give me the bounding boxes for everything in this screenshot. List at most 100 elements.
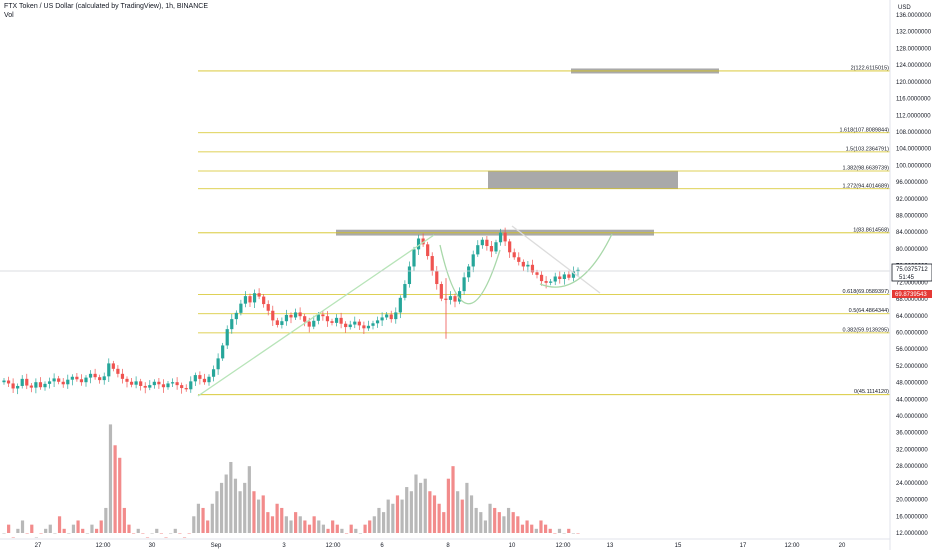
fib-label: 1.272(94.4014689)	[843, 183, 890, 189]
candle-body	[88, 373, 93, 378]
time-tick: 27	[35, 543, 42, 549]
volume-bar	[67, 533, 71, 534]
candle-body	[225, 329, 229, 346]
candle-body	[116, 368, 120, 374]
volume-bar	[224, 474, 228, 533]
candle-body	[43, 383, 47, 388]
time-tick: Sep	[211, 543, 222, 549]
price-tick: 32.0000000	[896, 447, 928, 453]
candle-body	[125, 378, 129, 382]
candle-body	[289, 314, 293, 318]
volume-bar	[275, 503, 279, 533]
candle-body	[412, 249, 416, 267]
volume-bar	[25, 533, 29, 534]
candle-body	[47, 381, 52, 384]
candle-body	[175, 382, 179, 386]
candle-body	[571, 271, 576, 278]
candle-body	[426, 244, 430, 257]
candle-body	[107, 363, 111, 377]
volume-bar	[99, 520, 103, 533]
volume-bar	[368, 520, 372, 533]
price-tick: 104.0000000	[896, 147, 932, 153]
volume-bar	[85, 533, 89, 534]
candle-body	[184, 388, 188, 390]
volume-bar	[451, 466, 455, 533]
candle-body	[52, 378, 56, 382]
candle-body	[535, 272, 539, 275]
volume-bar	[419, 482, 423, 533]
candle-body	[6, 380, 11, 384]
volume-bar	[150, 533, 154, 534]
candle-body	[280, 321, 284, 325]
volume-bar	[39, 533, 43, 534]
candle-body	[407, 266, 412, 285]
candle-body	[243, 296, 248, 304]
volume-bars	[2, 424, 580, 538]
volume-bar	[90, 524, 94, 533]
candle-body	[334, 317, 339, 323]
fib-label: 2(122.6115015)	[851, 65, 890, 71]
candle-body	[298, 312, 302, 317]
volume-bar	[516, 516, 520, 533]
volume-bar	[377, 507, 381, 533]
candle-body	[161, 384, 166, 388]
fib-label: 0.618(69.0589397)	[843, 289, 890, 295]
candle-body	[371, 323, 375, 326]
candle-body	[321, 314, 325, 317]
price-tick: 12.0000000	[896, 531, 928, 537]
candle-body	[457, 291, 462, 302]
volume-bar	[81, 528, 85, 533]
candle-body	[339, 317, 343, 324]
candle-body	[129, 381, 134, 385]
candle-body	[29, 385, 33, 388]
volume-bar	[502, 516, 506, 533]
volume-bar	[122, 507, 126, 533]
time-tick: 3	[282, 543, 286, 549]
volume-bar	[247, 466, 251, 533]
candle-body	[503, 232, 507, 242]
volume-bar	[57, 516, 62, 533]
candle-body	[157, 381, 161, 385]
price-tick: 68.0000000	[896, 297, 928, 303]
candle-body	[430, 256, 434, 272]
volume-bar	[326, 528, 330, 533]
candle-body	[234, 312, 238, 320]
time-tick: 17	[740, 543, 747, 549]
volume-bar	[576, 533, 580, 534]
price-tick: 128.0000000	[896, 46, 932, 52]
volume-bar	[354, 528, 358, 533]
volume-bar	[141, 533, 145, 534]
candle-body	[353, 321, 357, 325]
price-axis: 136.0000000 132.0000000 128.0000000 124.000…	[896, 13, 932, 537]
volume-bar	[178, 533, 182, 534]
fib-label: 0.5(64.4864344)	[849, 308, 890, 314]
volume-bar	[469, 495, 474, 533]
volume-bar	[238, 491, 242, 533]
candle-body	[362, 325, 366, 329]
volume-bar	[261, 495, 265, 533]
candle-body	[549, 281, 553, 283]
volume-bar	[280, 507, 284, 533]
candle-body	[211, 369, 216, 377]
volume-bar	[173, 528, 177, 533]
volume-bar	[145, 537, 150, 538]
candle-body	[248, 296, 252, 303]
candle-body	[325, 316, 330, 322]
volume-bar	[289, 520, 293, 533]
volume-bar	[30, 524, 34, 533]
volume-bar	[460, 499, 464, 533]
candle-body	[394, 312, 398, 320]
volume-label: Vol	[4, 12, 14, 19]
candles	[2, 227, 580, 395]
price-tick: 80.0000000	[896, 247, 928, 253]
candle-body	[271, 310, 275, 321]
price-tick: 24.0000000	[896, 481, 928, 487]
candle-body	[266, 304, 270, 311]
pattern-drawings	[197, 225, 613, 397]
time-tick: 30	[149, 543, 156, 549]
candle-body	[348, 324, 352, 328]
candle-body	[303, 316, 307, 322]
candle-body	[98, 377, 102, 381]
candle-body	[79, 379, 84, 383]
